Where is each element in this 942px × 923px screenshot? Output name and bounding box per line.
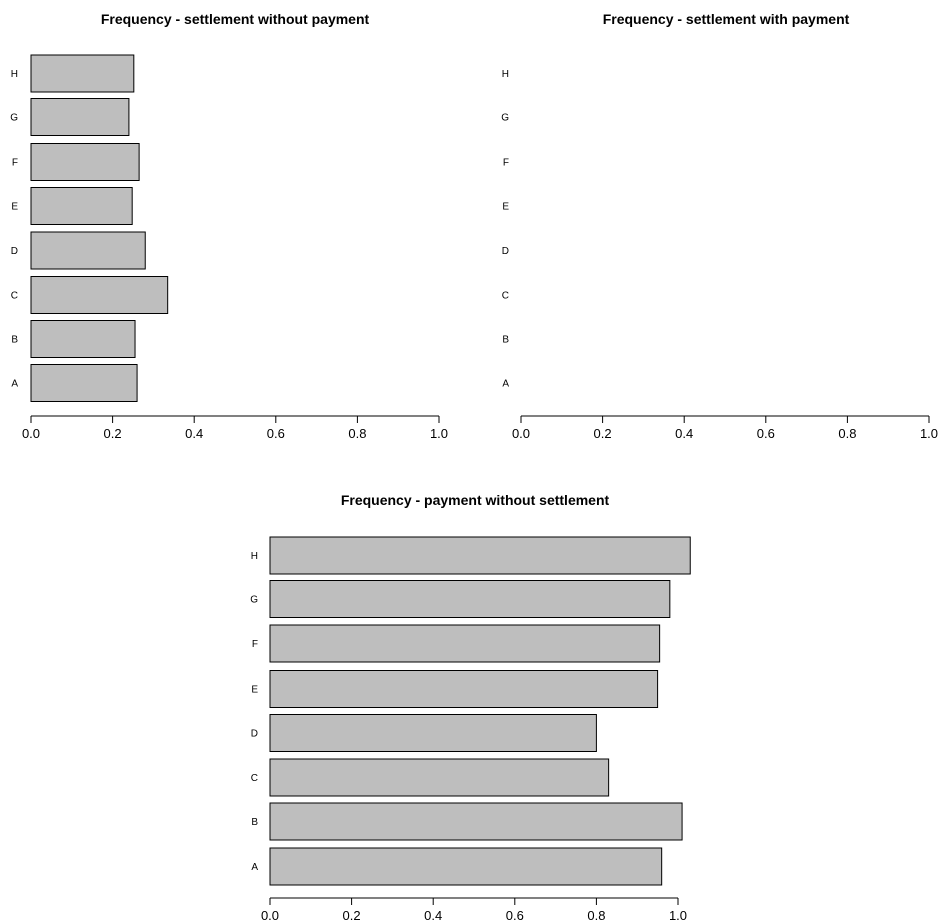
category-label: B	[11, 335, 18, 346]
category-label: D	[502, 246, 509, 257]
category-label: G	[250, 595, 258, 606]
chart-settlement-with-payment: Frequency - settlement with payment A B C D E…	[501, 11, 938, 441]
category-label: B	[502, 335, 509, 346]
category-label: G	[10, 113, 18, 124]
bar-g	[30, 98, 130, 136]
category-label: E	[11, 202, 18, 213]
category-label: G	[501, 113, 509, 124]
bar-d	[269, 714, 597, 752]
x-tick-label: 1.0	[920, 426, 938, 441]
bar-e	[30, 187, 133, 225]
chart-title: Frequency - payment without settlement	[341, 492, 610, 508]
category-label: D	[11, 246, 18, 257]
category-label: B	[251, 817, 258, 828]
bar-f	[269, 624, 661, 663]
bar-g	[269, 580, 671, 618]
x-tick-label: 0.0	[261, 908, 279, 923]
bar-a	[30, 364, 138, 402]
bar-d	[30, 231, 146, 270]
x-tick-label: 0.2	[343, 908, 361, 923]
bar-c	[269, 758, 610, 797]
x-tick-label: 0.0	[512, 426, 530, 441]
category-label: E	[502, 202, 509, 213]
bar-b	[269, 802, 683, 841]
x-tick-label: 0.0	[22, 426, 40, 441]
x-tick-label: 0.2	[104, 426, 122, 441]
category-label: C	[251, 773, 258, 784]
x-tick-label: 1.0	[669, 908, 687, 923]
x-tick-label: 0.6	[267, 426, 285, 441]
category-label: D	[251, 729, 258, 740]
category-label: F	[252, 639, 258, 650]
bar-h	[269, 536, 691, 575]
x-tick-label: 0.4	[675, 426, 693, 441]
x-tick-label: 0.6	[757, 426, 775, 441]
x-tick-label: 0.8	[348, 426, 366, 441]
category-label: A	[502, 379, 509, 390]
x-tick-label: 0.8	[587, 908, 605, 923]
category-label: H	[11, 69, 18, 80]
category-label: C	[11, 291, 18, 302]
chart-title: Frequency - settlement with payment	[603, 11, 850, 27]
chart-payment-without-settlement: Frequency - payment without settlement A B…	[250, 492, 691, 923]
x-tick-label: 1.0	[430, 426, 448, 441]
bar-b	[30, 320, 136, 358]
bar-a	[269, 847, 663, 886]
category-label: E	[251, 685, 258, 696]
category-label: F	[12, 158, 18, 169]
bar-c	[30, 276, 169, 314]
bar-e	[269, 670, 659, 708]
category-label: A	[251, 862, 258, 873]
x-tick-label: 0.4	[424, 908, 442, 923]
x-tick-label: 0.6	[506, 908, 524, 923]
x-tick-label: 0.8	[838, 426, 856, 441]
chart-title: Frequency - settlement without payment	[101, 11, 370, 27]
bar-h	[30, 54, 135, 93]
chart-settlement-without-payment: Frequency - settlement without payment A B…	[10, 11, 448, 441]
x-tick-label: 0.2	[594, 426, 612, 441]
x-tick-label: 0.4	[185, 426, 203, 441]
category-label: H	[251, 551, 258, 562]
category-label: H	[502, 69, 509, 80]
category-label: C	[502, 291, 509, 302]
category-label: A	[11, 379, 18, 390]
category-label: F	[503, 158, 509, 169]
bar-f	[30, 143, 140, 181]
